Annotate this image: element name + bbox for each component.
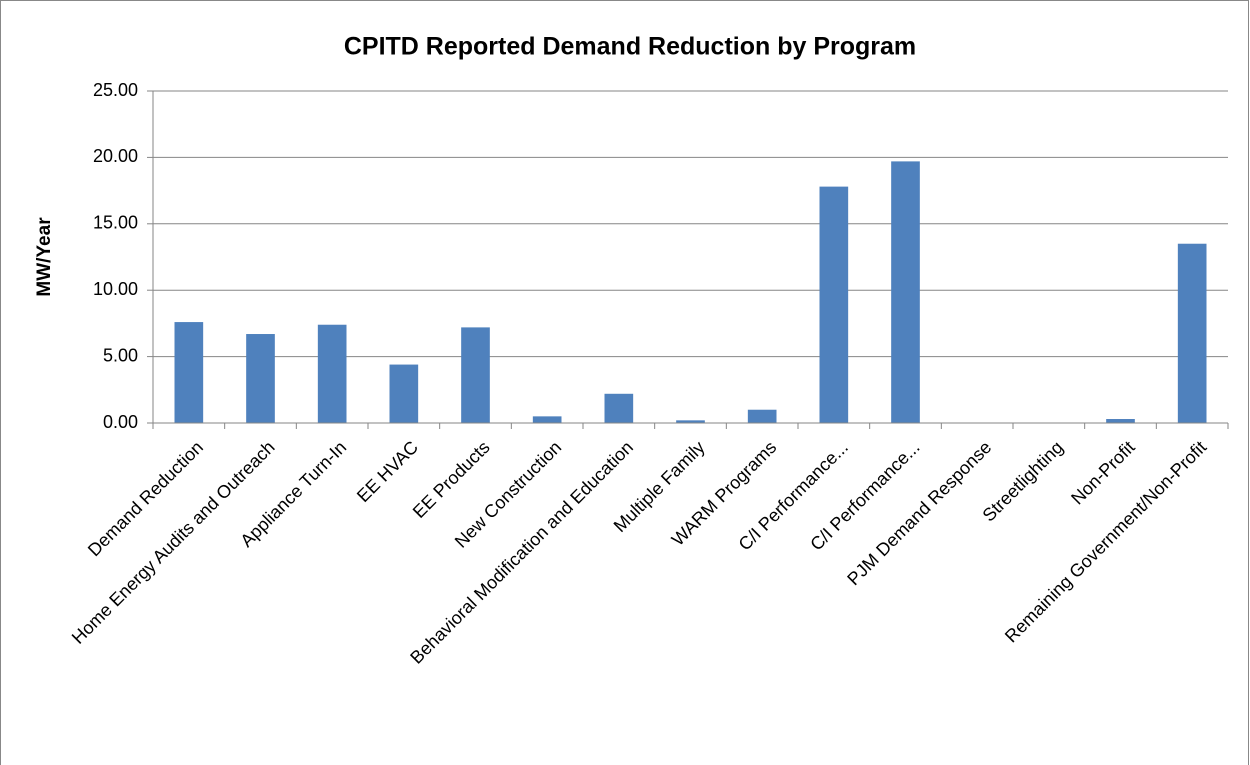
x-tick-label: EE HVAC — [353, 437, 422, 506]
chart-title: CPITD Reported Demand Reduction by Progr… — [344, 33, 916, 61]
y-tick-label: 10.00 — [93, 279, 138, 299]
bar — [819, 186, 849, 423]
x-tick-label: PJM Demand Response — [843, 437, 995, 589]
bar — [604, 393, 634, 423]
x-tick-label: Demand Reduction — [84, 437, 207, 560]
bar — [891, 161, 920, 423]
y-tick-label: 5.00 — [103, 345, 138, 365]
y-tick-label: 0.00 — [103, 412, 138, 432]
y-tick-label: 15.00 — [93, 213, 138, 233]
bar — [246, 334, 275, 423]
bar — [389, 364, 419, 423]
x-tick-label: Non-Profit — [1067, 437, 1138, 508]
y-axis-label: MW/Year — [34, 217, 55, 297]
bar — [1106, 419, 1135, 423]
bar — [461, 327, 490, 423]
y-tick-label: 20.00 — [93, 146, 138, 166]
bar — [174, 322, 204, 423]
bar — [676, 420, 705, 423]
bar — [747, 409, 777, 423]
y-tick-label: 25.00 — [93, 80, 138, 100]
bar — [317, 324, 347, 423]
bar — [532, 416, 562, 423]
bar — [1177, 243, 1207, 423]
